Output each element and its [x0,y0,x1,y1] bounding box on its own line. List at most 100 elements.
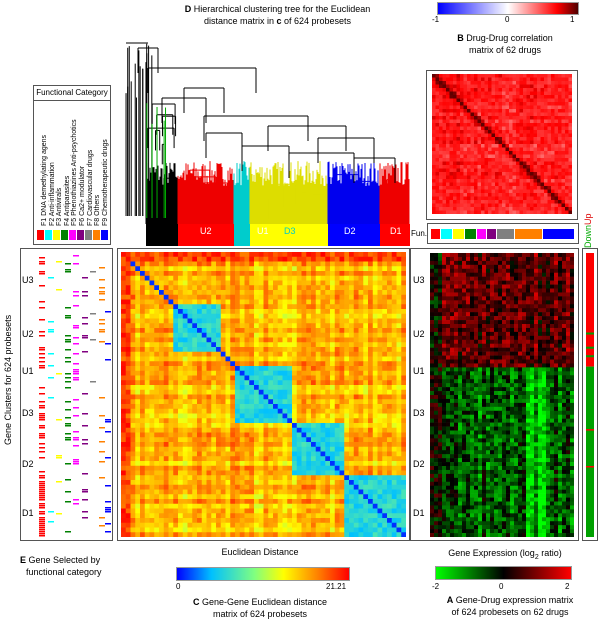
panel-e-letter: E [20,555,27,565]
cluster-block [178,224,234,246]
dendrogram-cluster-labels: U3 U2 U1 D3 D2 D1 [118,222,410,242]
panel-b-line2: matrix of 62 drugs [468,45,542,55]
distance-tick-min: 0 [176,582,181,591]
fun-label: Fun. [411,229,428,238]
row-label-d2: D2 [22,459,34,470]
panel-a-line1: Gene-Drug expression matrix [455,595,574,605]
functional-category-swatch [45,230,52,240]
cluster-label-u1: U1 [257,226,269,236]
panel-d-line2-pre: distance matrix in [203,16,277,26]
panel-c-title: C Gene-Gene Euclidean distance matrix of… [160,596,360,620]
functional-category-bar [431,229,574,239]
fun-bar-frame [427,223,579,244]
up-label: Up [583,213,593,225]
correlation-matrix-frame [426,70,578,220]
panel-b-letter: B [457,33,464,43]
fun-bar-segment [453,229,464,239]
panel-e-line1: Gene Selected by [28,555,101,565]
down-segment [586,366,594,537]
functional-category-swatch [85,230,92,240]
functional-category-color-bar [37,230,108,240]
expression-axis-title-sub: 2 [534,553,539,561]
distance-matrix [121,252,406,537]
up-segment [586,466,594,468]
functional-category-list: F1 DNA demethylating agens F2 Anti-inflam… [34,86,110,244]
down-up-label: DownUp [582,213,594,248]
panel-d-title: D Hierarchical clustering tree for the E… [150,3,405,27]
panel-c-letter: C [192,597,200,607]
panel-a-letter: A [446,595,454,605]
panel-c-line2: matrix of 624 probesets [212,609,308,619]
panel-b-line1: Drug-Drug correlation [466,33,553,43]
functional-category-swatch [53,230,60,240]
expression-matrix-frame: U3 U2 U1 D3 D2 D1 [410,248,579,541]
panel-d-letter: D [184,4,192,14]
functional-category-swatch [69,230,76,240]
cluster-label-u3: U3 [154,226,166,236]
cluster-label-d1: D1 [390,226,402,236]
fun-bar-segment [515,229,542,239]
panel-d-line1: Hierarchical clustering tree for the Euc… [193,4,371,14]
down-segment [586,332,594,335]
row-label-d2: D2 [413,459,425,470]
corr-scale-tick-max: 1 [570,15,575,24]
fun-bar-segment [441,229,452,239]
expression-axis-title-pre: Gene Expression (log [448,548,535,558]
distance-axis-title: Euclidean Distance [221,547,299,557]
row-label-d3: D3 [22,408,34,419]
expression-axis-title-post: ratio) [538,548,562,558]
expression-row-labels: U3 U2 U1 D3 D2 D1 [411,249,429,539]
up-segment [586,253,594,367]
dendrogram [125,42,410,246]
down-segment [586,355,594,358]
functional-category-swatch [77,230,84,240]
panel-e-line2: functional category [26,567,102,577]
cluster-block [146,224,178,246]
cluster-label-u2: U2 [200,226,212,236]
functional-category-swatch [93,230,100,240]
up-segment [586,429,594,431]
fun-bar-segment [543,229,574,239]
fun-bar-segment [465,229,476,239]
gene-clusters-label: Gene Clusters for 624 probesets [3,314,13,445]
panel-c-line1: Gene-Gene Euclidean distance [201,597,328,607]
distance-tick-max: 21.21 [326,582,347,591]
expression-matrix [430,253,574,537]
row-label-d1: D1 [22,507,34,518]
fun-bar-segment [431,229,440,239]
distance-color-scale [176,567,350,581]
corr-scale-tick-mid: 0 [505,15,510,24]
functional-category-swatch [37,230,44,240]
functional-category-swatch [61,230,68,240]
row-label-d1: D1 [413,507,425,518]
fun-bar-segment [477,229,486,239]
panel-a-title: A Gene-Drug expression matrix of 624 pro… [425,594,595,618]
cluster-block [328,224,380,246]
cluster-block [380,224,410,246]
distance-matrix-frame [117,248,410,541]
correlation-matrix [432,74,572,214]
down-segment [586,346,594,349]
down-up-bar-frame [582,248,598,541]
functional-category-title: Functional Category [36,88,108,97]
panel-d-line2-bold: c [276,16,282,26]
row-label-u2: U2 [22,328,34,339]
down-up-bar [586,253,594,537]
row-label-d3: D3 [413,408,425,419]
gene-selection-frame: U3 U2 U1 D3 D2 D1 [20,248,113,541]
expression-color-scale [435,566,572,580]
cluster-block [250,224,328,246]
cluster-block [234,224,250,246]
functional-category-item: F9 Chemotherapeutic drugs [101,139,109,226]
panel-d-line2-post: of 624 probesets [281,16,352,26]
expression-tick-min: -2 [432,582,440,591]
panel-a-line2: of 624 probesets on 62 drugs [451,607,569,617]
correlation-color-scale [437,2,579,15]
cluster-label-d3: D3 [284,226,296,236]
row-label-u1: U1 [22,365,34,376]
row-label-u3: U3 [22,274,34,285]
row-label-u3: U3 [413,274,425,285]
fun-bar-segment [497,229,514,239]
gene-selection-row-labels: U3 U2 U1 D3 D2 D1 [21,249,39,539]
functional-category-swatch [101,230,108,240]
